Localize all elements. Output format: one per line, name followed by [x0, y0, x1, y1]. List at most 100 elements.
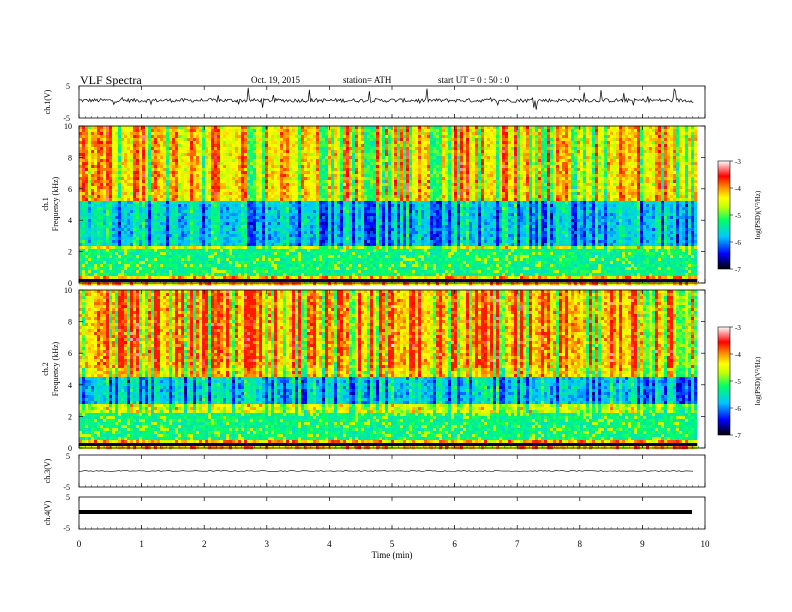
- spectrogram-cell: [229, 240, 233, 244]
- spectrogram-cell: [103, 171, 107, 175]
- spectrogram-cell: [157, 159, 161, 163]
- spectrogram-cell: [178, 138, 182, 142]
- spectrogram-cell: [286, 180, 290, 184]
- spectrogram-cell: [337, 198, 341, 202]
- spectrogram-cell: [265, 270, 269, 274]
- spectrogram-cell: [151, 162, 155, 166]
- spectrogram-cell: [232, 147, 236, 151]
- spectrogram-cell: [280, 129, 284, 133]
- spectrogram-cell: [214, 129, 218, 133]
- spectrogram-cell: [130, 147, 134, 151]
- spectrogram-cell: [202, 204, 206, 208]
- spectrogram-cell: [304, 246, 308, 250]
- spectrogram-cell: [343, 249, 347, 253]
- spectrogram-cell: [94, 216, 98, 220]
- spectrogram-cell: [148, 165, 152, 169]
- spectrogram-cell: [280, 234, 284, 238]
- spectrogram-cell: [307, 249, 311, 253]
- spectrogram-cell: [205, 234, 209, 238]
- spectrogram-cell: [124, 189, 128, 193]
- spectrogram-cell: [181, 219, 185, 223]
- spectrogram-cell: [190, 264, 194, 268]
- spectrogram-cell: [253, 201, 257, 205]
- spectrogram-cell: [286, 240, 290, 244]
- spectrogram-cell: [193, 225, 197, 229]
- spectrogram-cell: [250, 273, 254, 277]
- spectrogram-cell: [331, 210, 335, 214]
- spectrogram-cell: [331, 192, 335, 196]
- spectrogram-cell: [223, 141, 227, 145]
- spectrogram-cell: [355, 204, 359, 208]
- spectrogram-cell: [142, 273, 146, 277]
- spectrogram-cell: [289, 234, 293, 238]
- spectrogram-cell: [97, 132, 101, 136]
- spectrogram-cell: [133, 249, 137, 253]
- spectrogram-cell: [175, 270, 179, 274]
- spectrogram-cell: [118, 186, 122, 190]
- spectrogram-cell: [355, 237, 359, 241]
- spectrogram-cell: [271, 189, 275, 193]
- spectrogram-cell: [193, 180, 197, 184]
- spectrogram-cell: [82, 243, 86, 247]
- spectrogram-cell: [310, 261, 314, 265]
- spectrogram-cell: [235, 210, 239, 214]
- spectrogram-cell: [160, 180, 164, 184]
- spectrogram-cell: [298, 252, 302, 256]
- spectrogram-cell: [214, 159, 218, 163]
- spectrogram-cell: [316, 147, 320, 151]
- spectrogram-cell: [175, 183, 179, 187]
- spectrogram-cell: [286, 219, 290, 223]
- spectrogram-cell: [274, 240, 278, 244]
- spectrogram-cell: [265, 258, 269, 262]
- spectrogram-cell: [169, 216, 173, 220]
- spectrogram-cell: [271, 237, 275, 241]
- spectrogram-cell: [334, 171, 338, 175]
- spectrogram-cell: [337, 174, 341, 178]
- spectrogram-cell: [292, 162, 296, 166]
- spectrogram-cell: [169, 156, 173, 160]
- spectrogram-cell: [268, 165, 272, 169]
- spectrogram-cell: [301, 192, 305, 196]
- spectrogram-cell: [199, 237, 203, 241]
- spectrogram-cell: [166, 270, 170, 274]
- spectrogram-cell: [85, 279, 89, 283]
- spectrogram-cell: [268, 222, 272, 226]
- spectrogram-cell: [187, 129, 191, 133]
- spectrogram-cell: [109, 135, 113, 139]
- spectrogram-cell: [259, 216, 263, 220]
- spectrogram-cell: [115, 135, 119, 139]
- spectrogram-cell: [130, 129, 134, 133]
- spectrogram-cell: [265, 147, 269, 151]
- spectrogram-cell: [217, 234, 221, 238]
- spectrogram-cell: [160, 246, 164, 250]
- spectrogram-cell: [358, 246, 362, 250]
- spectrogram-cell: [208, 177, 212, 181]
- ch1-waveform-panel: 5 -5 ch.1(V): [43, 82, 706, 123]
- spectrogram-cell: [151, 246, 155, 250]
- spectrogram-cell: [253, 210, 257, 214]
- spectrogram-cell: [106, 186, 110, 190]
- spectrogram-cell: [145, 264, 149, 268]
- spectrogram-cell: [187, 162, 191, 166]
- spectrogram-cell: [256, 207, 260, 211]
- spectrogram-cell: [322, 213, 326, 217]
- spectrogram-cell: [283, 216, 287, 220]
- spectrogram-cell: [154, 138, 158, 142]
- spectrogram-cell: [319, 213, 323, 217]
- spectrogram-cell: [262, 246, 266, 250]
- spectrogram-cell: [127, 246, 131, 250]
- spectrogram-cell: [169, 222, 173, 226]
- spectrogram-cell: [118, 246, 122, 250]
- spectrogram-cell: [325, 282, 329, 286]
- spectrogram-cell: [322, 138, 326, 142]
- spectrogram-cell: [127, 213, 131, 217]
- spectrogram-cell: [340, 243, 344, 247]
- spectrogram-cell: [163, 237, 167, 241]
- spectrogram-cell: [310, 231, 314, 235]
- spectrogram-cell: [313, 207, 317, 211]
- spectrogram-cell: [199, 207, 203, 211]
- spectrogram-cell: [310, 177, 314, 181]
- spectrogram-cell: [286, 243, 290, 247]
- spectrogram-cell: [88, 255, 92, 259]
- spectrogram-cell: [181, 150, 185, 154]
